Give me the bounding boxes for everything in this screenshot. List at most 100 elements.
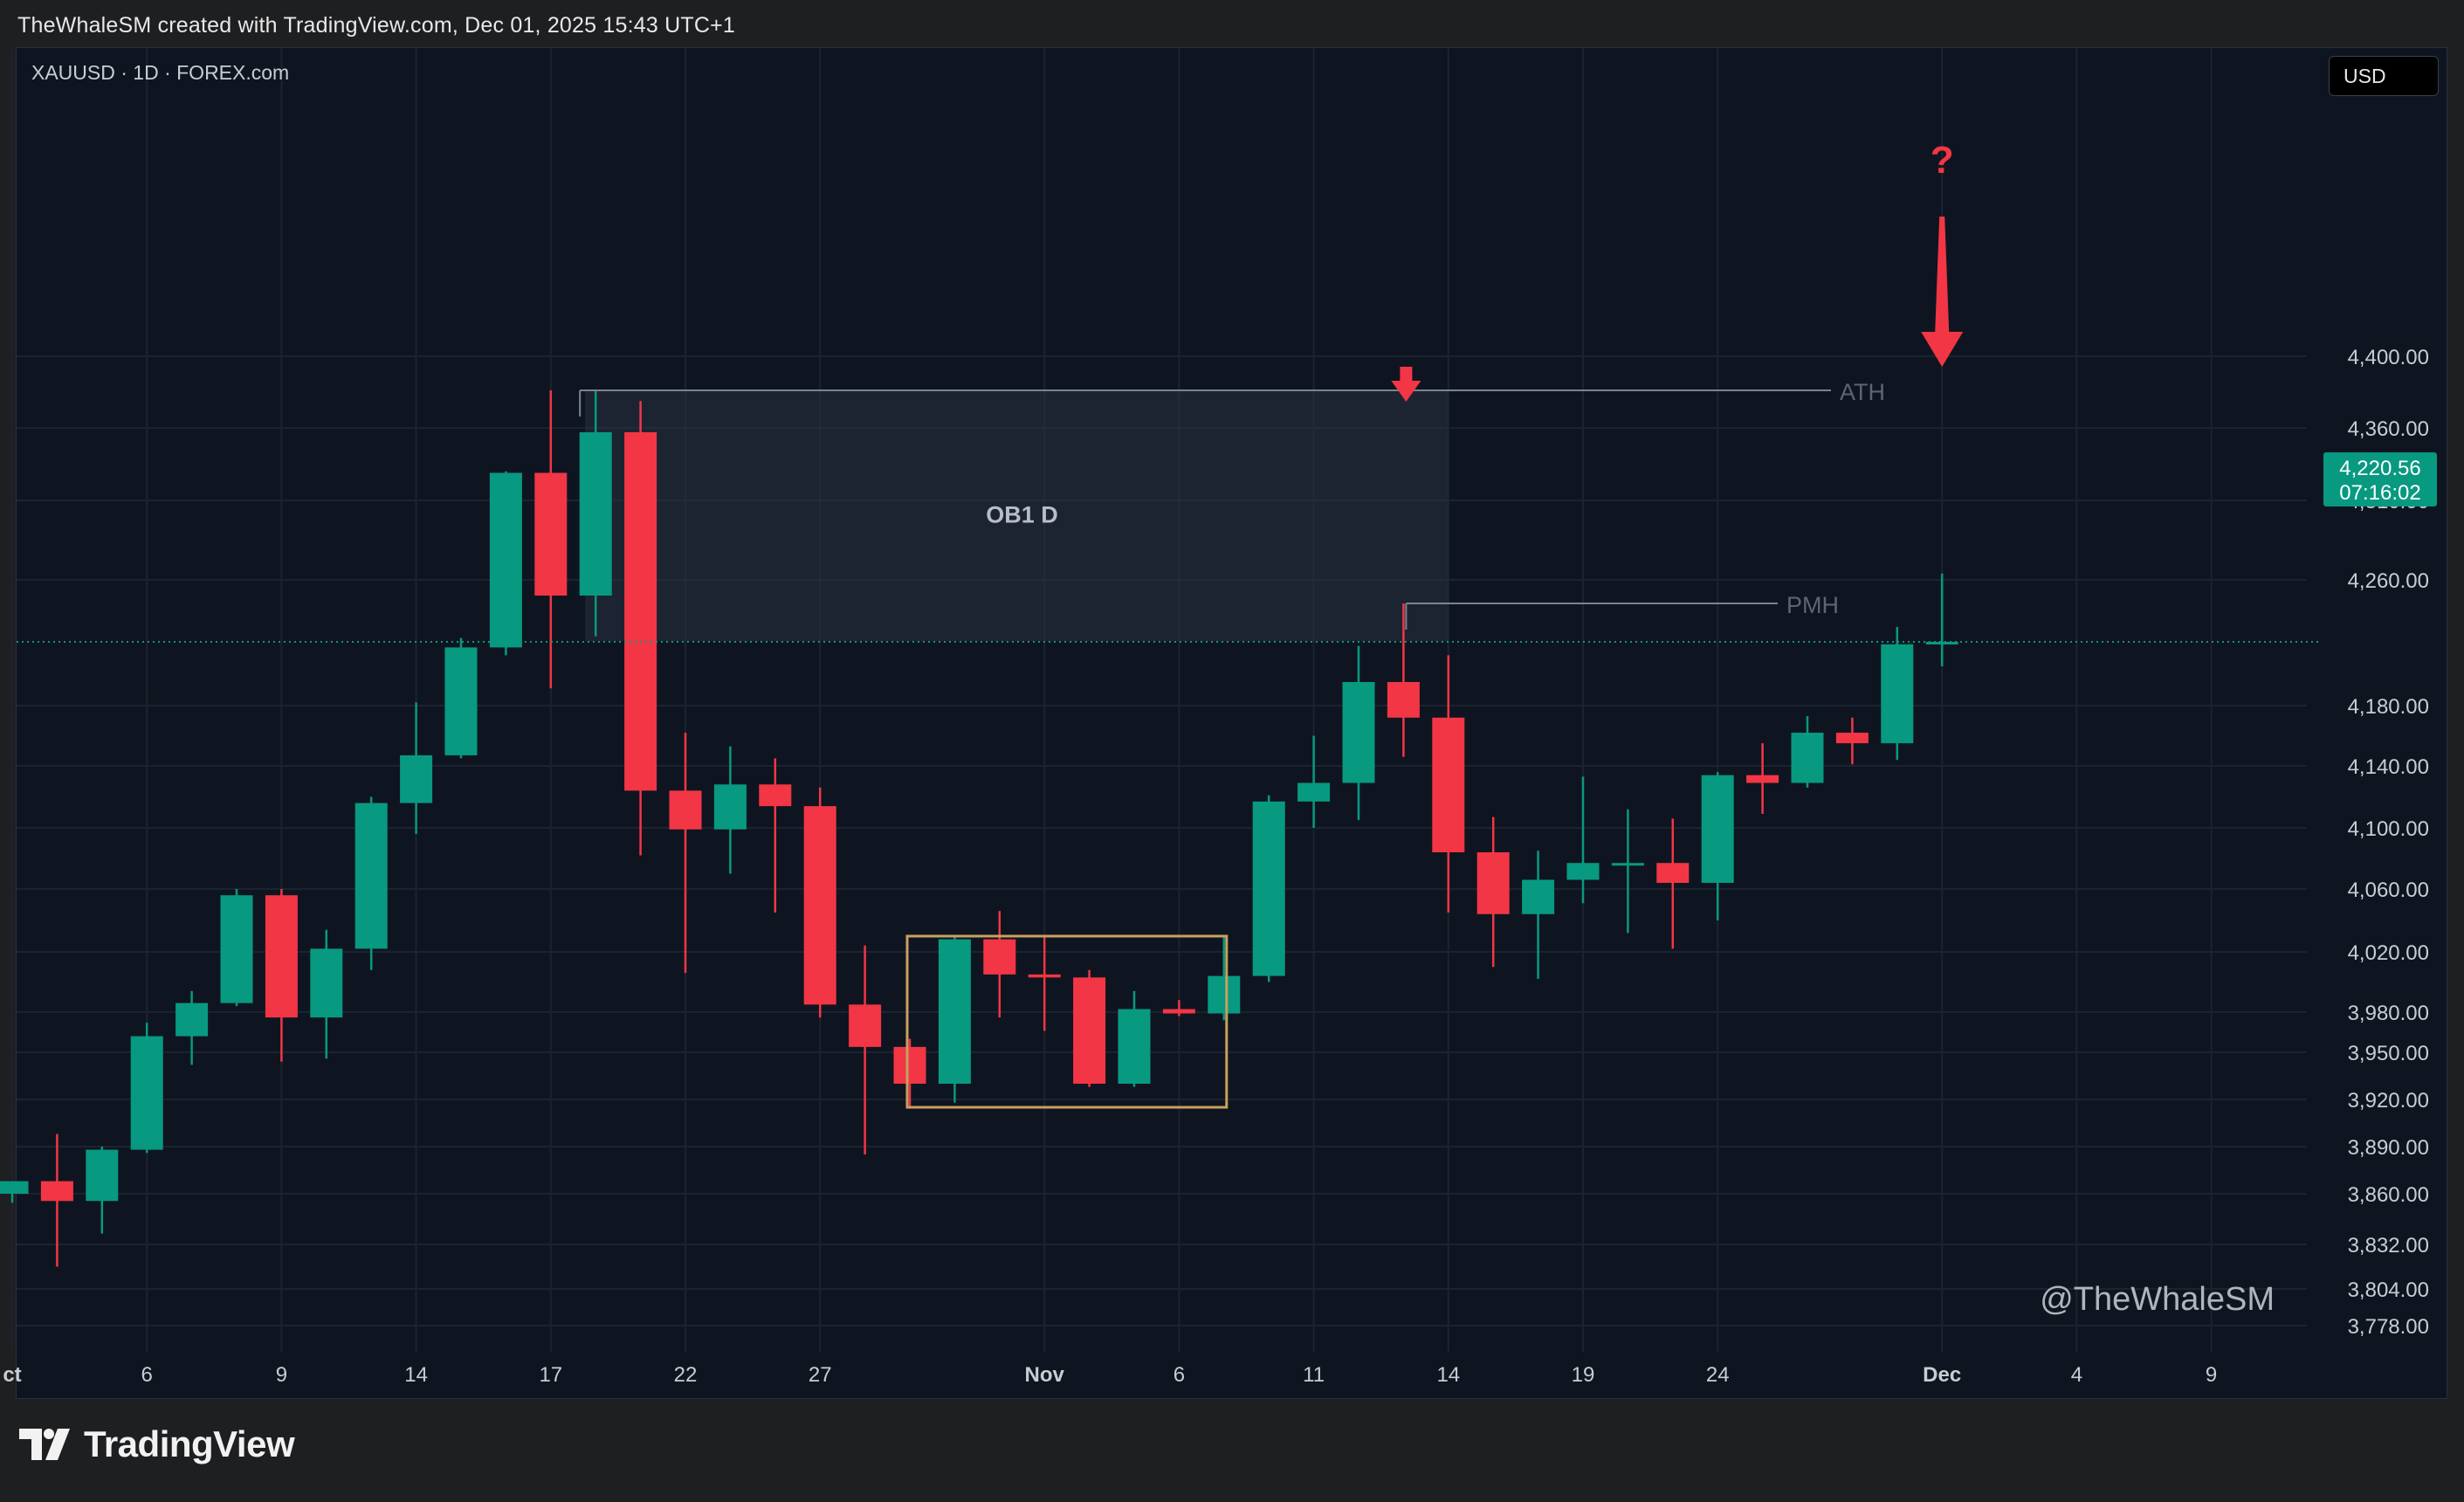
candle-body	[669, 790, 702, 830]
overlays: ATH PMH? @TheWhaleSM	[17, 139, 2318, 1318]
price-tick-label: 3,920.00	[2348, 1089, 2429, 1113]
candle-body	[1387, 682, 1420, 718]
tradingview-logo-icon	[19, 1429, 70, 1460]
zones: OB1 D	[585, 389, 1449, 642]
price-tick-label: 3,778.00	[2348, 1315, 2429, 1339]
candle-body	[1566, 863, 1600, 880]
candle-body	[1297, 782, 1331, 802]
candle-body	[983, 939, 1016, 975]
time-tick-label: 6	[1173, 1363, 1185, 1387]
candle-body	[759, 784, 792, 807]
candle-body	[803, 806, 836, 1005]
time-tick-label: 24	[1706, 1363, 1730, 1387]
candle-body	[40, 1181, 73, 1202]
candle-body	[624, 431, 657, 791]
question-mark: ?	[1931, 139, 1954, 182]
price-tick-label: 4,140.00	[2348, 755, 2429, 779]
candle-body	[220, 895, 253, 1003]
top-bar: TheWhaleSM created with TradingView.com,…	[0, 0, 2464, 47]
price-tick-label: 4,020.00	[2348, 941, 2429, 965]
time-tick-label: 27	[809, 1363, 832, 1387]
candle-body	[1118, 1009, 1151, 1084]
currency-button[interactable]: USD	[2329, 56, 2439, 96]
price-tick-label: 3,860.00	[2348, 1183, 2429, 1207]
candle-body	[310, 948, 343, 1018]
time-tick-label: Nov	[1025, 1363, 1065, 1387]
candles	[0, 389, 1958, 1267]
candle-body	[354, 803, 388, 949]
candle-body	[1835, 733, 1869, 744]
price-axis: 3,778.00 3,804.00 3,832.00 3,860.00 3,890.00…	[2323, 346, 2437, 1339]
order-block-zone	[585, 389, 1449, 642]
price-tick-label: 3,950.00	[2348, 1042, 2429, 1065]
chart-panel[interactable]	[16, 47, 2447, 1399]
candle-body	[1432, 717, 1465, 852]
candle-body	[130, 1036, 163, 1150]
time-axis: ct 6 9 14 17 22 27 Nov 6 11 14 19 24 Dec 4 9	[3, 1363, 2217, 1387]
price-tick-label: 3,890.00	[2348, 1136, 2429, 1160]
price-tick-label: 4,060.00	[2348, 878, 2429, 902]
candle-body	[1208, 975, 1241, 1014]
credit-text: TheWhaleSM created with TradingView.com,…	[17, 13, 735, 38]
current-price-value: 4,220.56	[2339, 457, 2420, 480]
candle-body	[1611, 863, 1644, 866]
pmh-label: PMH	[1786, 592, 1839, 618]
time-tick-label: 17	[539, 1363, 562, 1387]
candle-body	[176, 1002, 209, 1037]
time-tick-label: ct	[3, 1363, 21, 1387]
price-tick-label: 3,980.00	[2348, 1002, 2429, 1025]
candle-body	[893, 1046, 926, 1084]
grid	[11, 48, 2307, 1352]
candle-body	[1028, 974, 1061, 978]
candle-body	[1252, 801, 1285, 976]
consolidation-range-box	[905, 934, 1229, 1109]
price-tick-label: 4,400.00	[2348, 346, 2429, 369]
candle-body	[1656, 863, 1690, 883]
candle-body	[579, 431, 612, 596]
time-tick-label: 22	[674, 1363, 698, 1387]
symbol-info[interactable]: XAUUSD · 1D · FOREX.com	[31, 61, 290, 84]
candle-body	[1162, 1009, 1195, 1014]
candle-body	[1701, 775, 1734, 883]
time-tick-label: 9	[2206, 1363, 2217, 1387]
price-tick-label: 4,360.00	[2348, 417, 2429, 441]
time-tick-label: 14	[1436, 1363, 1460, 1387]
price-tick-label: 3,804.00	[2348, 1278, 2429, 1302]
watermark-text: @TheWhaleSM	[2040, 1281, 2275, 1318]
time-tick-label: Dec	[1923, 1363, 1961, 1387]
price-tick-label: 4,180.00	[2348, 695, 2429, 719]
candle-body	[86, 1149, 119, 1202]
time-tick-label: 4	[2071, 1363, 2082, 1387]
candle-body	[444, 647, 478, 755]
candle-body	[534, 472, 568, 596]
candlestick-chart[interactable]: OB1 D ATH PMH? @TheWhaleSM 3,778.00 3,804.0…	[0, 0, 2464, 1397]
tradingview-wordmark: TradingView	[84, 1423, 295, 1464]
price-tick-label: 3,832.00	[2348, 1234, 2429, 1257]
candle-body	[0, 1181, 29, 1194]
candle-body	[1925, 641, 1958, 644]
down-arrow-icon	[1391, 367, 1421, 402]
candle-body	[400, 754, 433, 803]
current-price-badge	[2323, 452, 2437, 506]
down-arrow-icon	[1921, 217, 1964, 367]
time-tick-label: 9	[276, 1363, 287, 1387]
candle-body	[1476, 852, 1510, 914]
time-tick-label: 6	[141, 1363, 153, 1387]
candle-body	[1522, 879, 1555, 914]
candle-body	[938, 939, 971, 1084]
footer-bar	[0, 1397, 2464, 1502]
candle-body	[849, 1004, 882, 1047]
tradingview-logo[interactable]: TradingView	[19, 1423, 295, 1465]
candle-countdown: 07:16:02	[2339, 481, 2420, 505]
candle-body	[1746, 775, 1779, 783]
price-tick-label: 4,100.00	[2348, 817, 2429, 841]
candle-body	[1342, 682, 1375, 783]
ath-label: ATH	[1840, 379, 1885, 405]
candle-body	[1073, 977, 1106, 1084]
candle-body	[265, 895, 298, 1018]
candle-body	[713, 784, 747, 830]
time-tick-label: 14	[404, 1363, 428, 1387]
candle-body	[1791, 733, 1824, 783]
candle-body	[489, 472, 522, 648]
candle-body	[1881, 644, 1914, 744]
